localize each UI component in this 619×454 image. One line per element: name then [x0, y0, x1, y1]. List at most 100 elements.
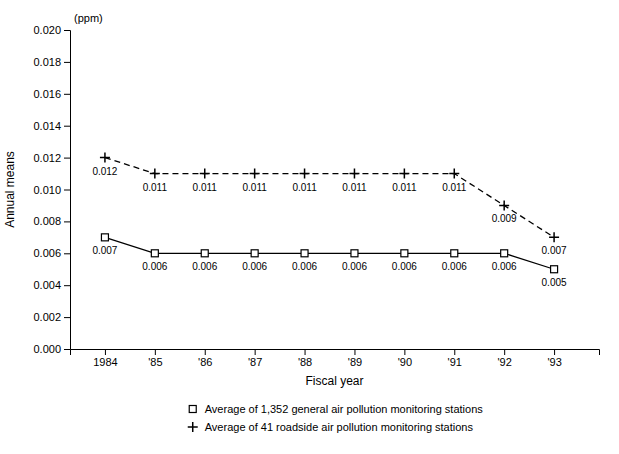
legend-symbol: [188, 422, 198, 432]
y-axis-tick: 0.020: [33, 24, 70, 36]
y-axis-tick-label: 0.002: [33, 311, 61, 323]
point-marker: [551, 266, 558, 273]
point-marker-shape: [200, 169, 210, 179]
data-label: 0.006: [242, 261, 267, 272]
y-axis-line: [64, 31, 71, 350]
y-axis-tick: 0.010: [33, 184, 70, 196]
data-label: 0.011: [342, 182, 367, 193]
legend-label: Average of 41 roadside air pollution mon…: [205, 421, 474, 433]
y-axis-tick: 0.004: [33, 279, 70, 291]
x-axis: 1984'85'86'87'88'89'90'91'92'93: [71, 349, 600, 368]
data-label: 0.006: [392, 261, 417, 272]
y-axis-title: Annual means: [3, 151, 17, 228]
x-axis-tick: '86: [198, 349, 212, 368]
point-marker: [251, 250, 258, 257]
point-marker: [449, 169, 459, 179]
y-axis-tick-label: 0.004: [33, 279, 61, 291]
point-marker: [150, 169, 160, 179]
point-marker: [549, 232, 559, 242]
y-axis-tick-mark: [64, 221, 70, 222]
data-label: 0.011: [392, 182, 417, 193]
point-marker: [301, 250, 308, 257]
x-axis-tick-mark: [404, 349, 405, 355]
x-axis-tick: 1984: [93, 349, 117, 368]
legend-item: Average of 1,352 general air pollution m…: [189, 403, 483, 415]
y-axis-tick: 0.014: [33, 120, 70, 132]
x-axis-tick-label: '88: [298, 356, 312, 368]
annotation: (ppm): [74, 12, 103, 24]
data-label: 0.007: [542, 245, 567, 256]
x-axis-tick-mark: [454, 349, 455, 355]
y-axis-tick-label: 0.012: [33, 152, 61, 164]
point-marker-shape: [250, 169, 260, 179]
x-axis-tick-mark: [105, 349, 106, 355]
x-axis-tick-label: '90: [398, 356, 412, 368]
data-label: 0.011: [193, 182, 218, 193]
point-marker-shape: [300, 169, 310, 179]
point-marker-shape: [100, 153, 110, 163]
x-axis-tick-mark: [554, 349, 555, 355]
point-marker: [499, 200, 509, 210]
data-label: 0.011: [292, 182, 317, 193]
point-marker-shape: [499, 200, 509, 210]
x-axis-tick: '87: [248, 349, 262, 368]
x-axis-tick-mark: [255, 349, 256, 355]
y-axis-tick-mark: [64, 253, 70, 254]
x-axis-tick-mark: [205, 349, 206, 355]
data-label: 0.006: [342, 261, 367, 272]
x-axis-tick-label: '89: [348, 356, 362, 368]
x-axis-tick: '85: [148, 349, 162, 368]
point-marker: [201, 250, 208, 257]
legend-symbol-shape: [188, 422, 198, 432]
data-label: 0.011: [442, 182, 467, 193]
x-axis-tick-label: '86: [198, 356, 212, 368]
y-axis-tick: 0.008: [33, 215, 70, 227]
y-axis-tick-mark: [64, 317, 70, 318]
x-axis-tick: '89: [348, 349, 362, 368]
point-marker-shape: [150, 169, 160, 179]
point-marker: [151, 250, 158, 257]
y-axis-tick: 0.012: [33, 152, 70, 164]
point-marker: [501, 250, 508, 257]
x-axis-tick: '91: [448, 349, 462, 368]
y-axis-tick-label: 0.000: [33, 343, 61, 355]
point-marker-shape: [349, 169, 359, 179]
legend-item: Average of 41 roadside air pollution mon…: [188, 421, 474, 433]
y-axis: 0.000 0.002 0.004 0.006 0.008 0.010 0.012 0.014…: [33, 24, 70, 355]
x-axis-tick: '88: [298, 349, 312, 368]
y-axis-tick-label: 0.014: [33, 120, 61, 132]
x-axis-tick-label: 1984: [93, 356, 117, 368]
y-axis-tick: 0.000: [33, 343, 70, 355]
y-axis-tick-mark: [64, 126, 70, 127]
y-axis-tick: 0.016: [33, 88, 70, 100]
x-axis-tick: '93: [547, 349, 561, 368]
data-labels: 0.0070.0060.0060.0060.0060.0060.0060.006…: [92, 166, 567, 289]
x-axis-tick-mark: [305, 349, 306, 355]
data-label: 0.006: [192, 261, 217, 272]
point-marker: [101, 234, 108, 241]
data-label: 0.009: [492, 213, 517, 224]
y-axis-tick-mark: [64, 349, 70, 350]
marks: [100, 153, 559, 273]
data-label: 0.005: [542, 277, 567, 288]
y-axis-tick-mark: [64, 190, 70, 191]
legend-symbol: [189, 406, 196, 413]
legend-label: Average of 1,352 general air pollution m…: [205, 403, 484, 415]
series-line: [105, 237, 554, 269]
point-marker: [349, 169, 359, 179]
point-marker-shape: [551, 266, 558, 273]
point-marker-shape: [451, 250, 458, 257]
point-marker-shape: [549, 232, 559, 242]
point-marker-shape: [501, 250, 508, 257]
data-label: 0.006: [442, 261, 467, 272]
y-axis-tick-label: 0.008: [33, 215, 61, 227]
point-marker-shape: [251, 250, 258, 257]
point-marker: [401, 250, 408, 257]
legend-symbol-shape: [189, 406, 196, 413]
y-axis-tick-label: 0.006: [33, 247, 61, 259]
point-marker-shape: [301, 250, 308, 257]
y-axis-tick: 0.018: [33, 56, 70, 68]
point-marker: [200, 169, 210, 179]
y-axis-tick: 0.002: [33, 311, 70, 323]
y-axis-tick-mark: [64, 62, 70, 63]
